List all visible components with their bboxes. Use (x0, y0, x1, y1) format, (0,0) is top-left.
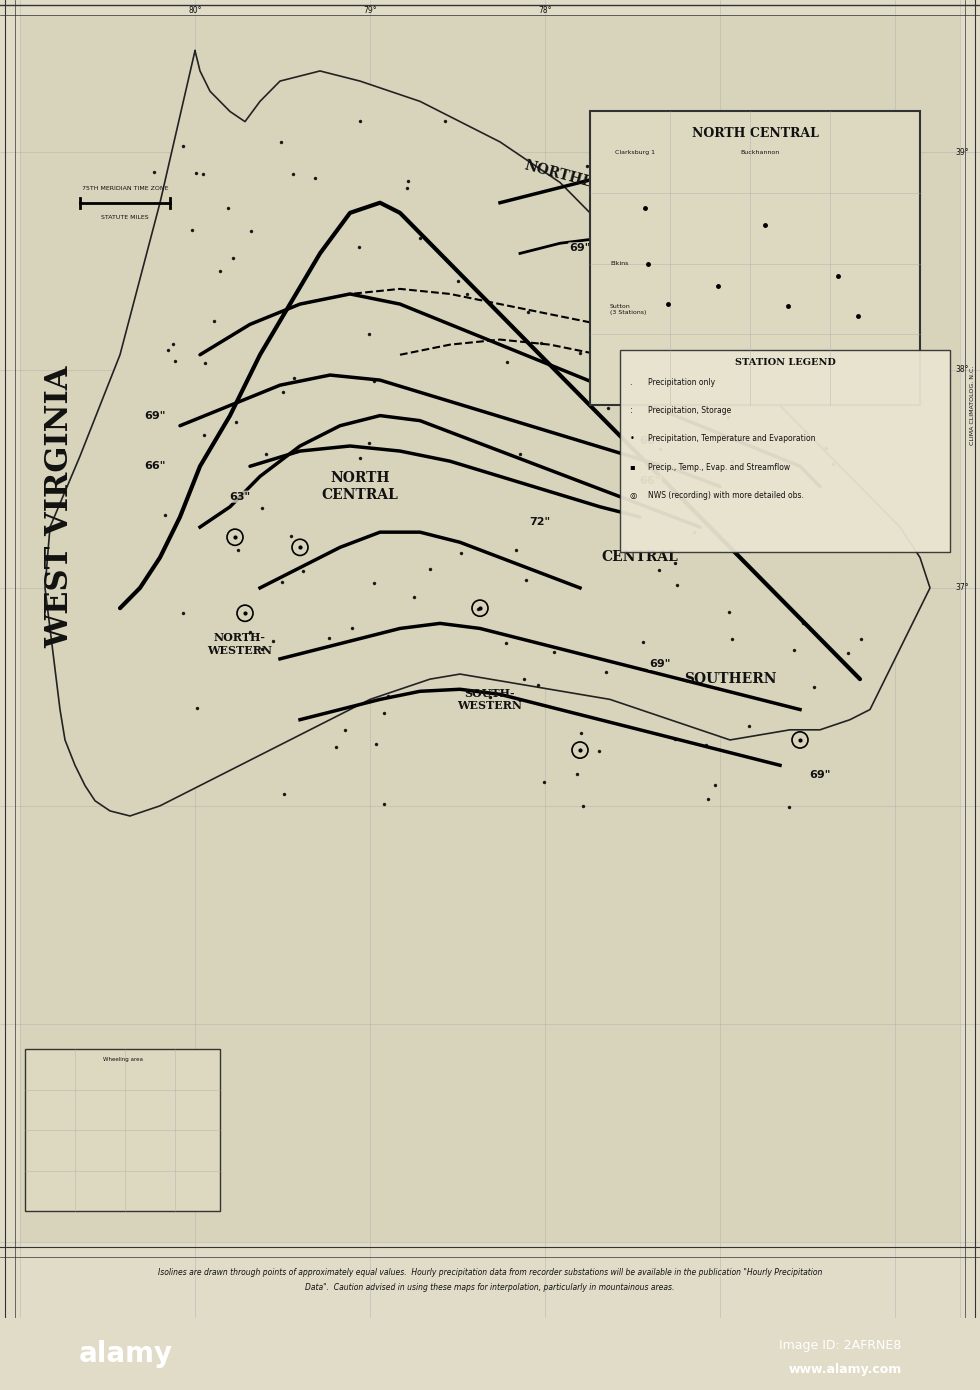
Text: ◎: ◎ (630, 491, 640, 500)
Bar (590, 111, 920, 406)
Text: 69": 69" (144, 410, 166, 421)
Text: NORTH
CENTRAL: NORTH CENTRAL (321, 471, 399, 502)
Text: Precip., Temp., Evap. and Streamflow: Precip., Temp., Evap. and Streamflow (648, 463, 790, 471)
Text: SOUTH-
WESTERN: SOUTH- WESTERN (458, 688, 522, 712)
Bar (620, 350, 950, 552)
Text: 72": 72" (529, 517, 551, 527)
Text: www.alamy.com: www.alamy.com (788, 1364, 902, 1376)
Text: Elkins: Elkins (610, 261, 628, 265)
Text: alamy: alamy (78, 1340, 172, 1368)
Text: NORTHEASTERN: NORTHEASTERN (522, 158, 658, 207)
Text: STATION LEGEND: STATION LEGEND (735, 357, 835, 367)
Text: Buckhannon: Buckhannon (740, 150, 779, 156)
Text: Image ID: 2AFRNE8: Image ID: 2AFRNE8 (779, 1339, 902, 1351)
Text: Sutton
(3 Stations): Sutton (3 Stations) (610, 304, 647, 314)
Text: 80°: 80° (188, 6, 202, 15)
Bar (25, 1049, 220, 1211)
Text: Data".  Caution advised in using these maps for interpolation, particularly in m: Data". Caution advised in using these ma… (306, 1283, 674, 1291)
Text: WEST VIRGINIA: WEST VIRGINIA (44, 366, 75, 648)
Text: Precipitation, Temperature and Evaporation: Precipitation, Temperature and Evaporati… (648, 435, 815, 443)
Text: 69": 69" (650, 659, 670, 669)
Text: 63": 63" (229, 492, 251, 502)
Text: STATUTE MILES: STATUTE MILES (101, 215, 149, 220)
Text: 69": 69" (569, 243, 591, 253)
Text: ▪: ▪ (630, 463, 638, 471)
Text: 37°: 37° (956, 584, 969, 592)
Text: CLIMA CLIMATOLOG. N.C.: CLIMA CLIMATOLOG. N.C. (969, 366, 974, 445)
Polygon shape (45, 50, 930, 816)
Text: 66": 66" (639, 477, 661, 486)
Text: .: . (630, 378, 635, 386)
Text: •: • (630, 435, 638, 443)
Text: 69": 69" (809, 770, 831, 780)
Text: 75TH MERIDIAN TIME ZONE: 75TH MERIDIAN TIME ZONE (81, 185, 169, 190)
Text: Isolines are drawn through points of approximately equal values.  Hourly precipi: Isolines are drawn through points of app… (158, 1268, 822, 1276)
Text: Wheeling area: Wheeling area (103, 1058, 142, 1062)
Text: NORTH-
WESTERN: NORTH- WESTERN (208, 632, 272, 656)
Text: 78°: 78° (538, 6, 552, 15)
Text: Clarksburg 1: Clarksburg 1 (615, 150, 655, 156)
Text: 38°: 38° (956, 366, 969, 374)
Text: 79°: 79° (364, 6, 377, 15)
Text: Precipitation, Storage: Precipitation, Storage (648, 406, 731, 416)
Text: CENTRAL: CENTRAL (602, 550, 678, 564)
Text: 66": 66" (144, 461, 166, 471)
Text: 39°: 39° (956, 147, 969, 157)
Text: :: : (630, 406, 635, 416)
Text: NWS (recording) with more detailed obs.: NWS (recording) with more detailed obs. (648, 491, 804, 500)
Text: 66": 66" (639, 436, 661, 446)
Text: NORTH CENTRAL: NORTH CENTRAL (692, 126, 818, 140)
Text: Precipitation only: Precipitation only (648, 378, 715, 386)
Text: SOUTHERN: SOUTHERN (684, 673, 776, 687)
